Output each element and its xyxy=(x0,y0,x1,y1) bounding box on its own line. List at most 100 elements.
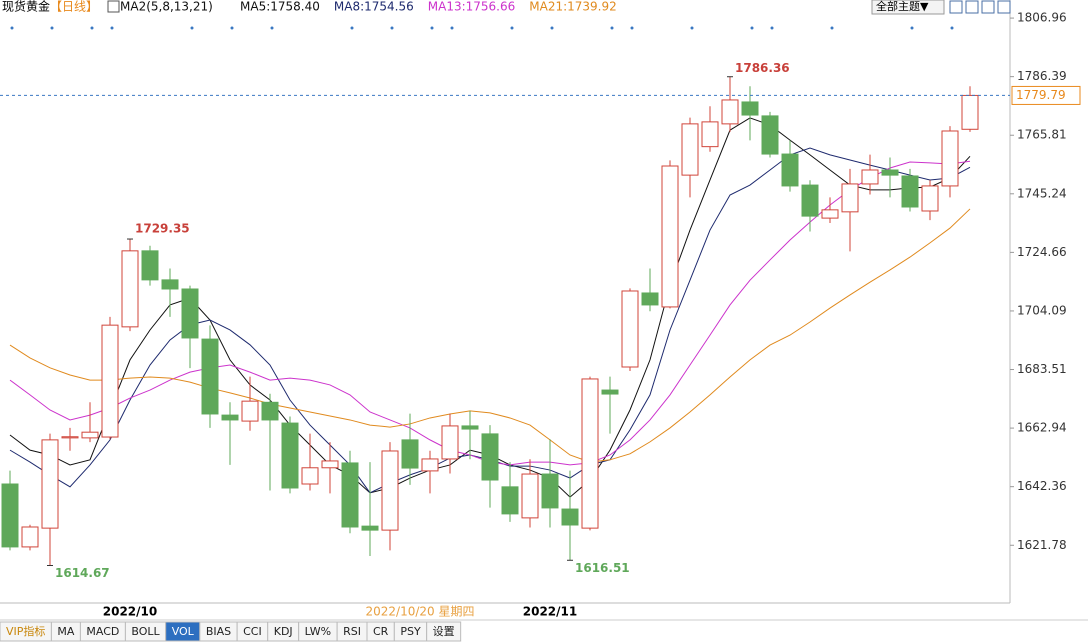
y-tick-label: 1621.78 xyxy=(1017,538,1067,552)
event-marker[interactable] xyxy=(230,26,234,30)
tab-label[interactable]: PSY xyxy=(400,625,421,638)
candle-body xyxy=(541,473,559,509)
candle-body xyxy=(41,439,59,529)
event-marker[interactable] xyxy=(610,26,614,30)
last-price-box xyxy=(1011,85,1081,105)
toolbar-icons xyxy=(949,0,1011,14)
y-tick-label: 1683.51 xyxy=(1017,362,1067,376)
candle-body xyxy=(601,389,619,395)
zoom-in-icon[interactable] xyxy=(949,0,963,14)
candle-body xyxy=(301,467,319,485)
legend-entry: MA13:1756.66 xyxy=(428,0,516,14)
tab-label[interactable]: LW% xyxy=(305,625,331,638)
next-icon[interactable] xyxy=(997,0,1011,14)
candle-body xyxy=(481,433,499,481)
event-marker[interactable] xyxy=(10,26,14,30)
candle-body xyxy=(321,460,339,469)
candle-body xyxy=(561,508,579,526)
indicator-label: MA2(5,8,13,21) xyxy=(120,0,213,14)
theme-button[interactable] xyxy=(871,0,945,15)
candle-body xyxy=(741,101,759,116)
tab-label[interactable]: 设置 xyxy=(433,625,455,638)
candle-body xyxy=(141,250,159,281)
candle-body xyxy=(421,458,439,472)
candle-body xyxy=(221,414,239,421)
candle-body xyxy=(261,401,279,421)
ma-line xyxy=(9,208,971,463)
candle-body xyxy=(181,288,199,339)
tab-label[interactable]: CR xyxy=(373,625,389,638)
tab-label[interactable]: MA xyxy=(57,625,74,638)
event-marker[interactable] xyxy=(690,26,694,30)
y-tick-label: 1724.66 xyxy=(1017,245,1067,259)
event-marker[interactable] xyxy=(510,26,514,30)
y-tick-label: 1642.36 xyxy=(1017,479,1067,493)
tab-label[interactable]: CCI xyxy=(243,625,262,638)
y-tick-label: 1786.39 xyxy=(1017,69,1067,83)
candle-body xyxy=(241,400,259,422)
zoom-out-icon[interactable] xyxy=(965,0,979,14)
candle-body xyxy=(521,473,539,519)
event-marker[interactable] xyxy=(450,26,454,30)
event-marker[interactable] xyxy=(430,26,434,30)
candle-body xyxy=(81,431,99,439)
extreme-label: 1729.35 xyxy=(135,222,190,236)
last-price-label: 1779.79 xyxy=(1016,88,1066,102)
legend-entry: MA5:1758.40 xyxy=(240,0,320,14)
indicator-icon[interactable] xyxy=(107,0,120,13)
candle-body xyxy=(361,525,379,531)
prev-icon[interactable] xyxy=(981,0,995,14)
candle-body xyxy=(801,184,819,217)
candle-body xyxy=(921,185,939,212)
candle-body xyxy=(841,183,859,213)
tab-label[interactable]: VOL xyxy=(172,625,195,638)
candle-body xyxy=(61,436,79,439)
event-marker[interactable] xyxy=(270,26,274,30)
event-marker[interactable] xyxy=(950,26,954,30)
candle-body xyxy=(621,290,639,368)
candle-body xyxy=(461,425,479,430)
event-marker[interactable] xyxy=(830,26,834,30)
legend-entry: MA8:1754.56 xyxy=(334,0,414,14)
event-marker[interactable] xyxy=(550,26,554,30)
extreme-label: 1616.51 xyxy=(575,561,630,575)
event-marker[interactable] xyxy=(110,26,114,30)
candle-body xyxy=(581,378,599,529)
event-marker[interactable] xyxy=(390,26,394,30)
extreme-label: 1786.36 xyxy=(735,61,790,75)
tab[interactable] xyxy=(426,621,462,642)
candle-body xyxy=(121,250,139,328)
event-marker[interactable] xyxy=(50,26,54,30)
event-marker[interactable] xyxy=(910,26,914,30)
candle-body xyxy=(161,279,179,290)
candle-body xyxy=(761,115,779,155)
candle-body xyxy=(381,450,399,531)
event-marker[interactable] xyxy=(630,26,634,30)
tab-label[interactable]: RSI xyxy=(343,625,361,638)
tab-label[interactable]: VIP指标 xyxy=(6,624,45,638)
y-tick-label: 1765.81 xyxy=(1017,128,1067,142)
event-marker[interactable] xyxy=(750,26,754,30)
y-tick-label: 1806.96 xyxy=(1017,11,1067,25)
candle-body xyxy=(201,338,219,415)
candle-body xyxy=(701,121,719,148)
candle-body xyxy=(861,169,879,185)
candle-body xyxy=(781,153,799,187)
theme-button-label: 全部主题▼ xyxy=(876,0,929,13)
event-marker[interactable] xyxy=(770,26,774,30)
tab-label[interactable]: MACD xyxy=(86,625,119,638)
candle-body xyxy=(661,165,679,308)
candle-body xyxy=(501,486,519,515)
event-marker[interactable] xyxy=(350,26,354,30)
event-marker[interactable] xyxy=(90,26,94,30)
candle-body xyxy=(881,169,899,176)
tab-label[interactable]: KDJ xyxy=(274,625,293,638)
x-tick-label: 2022/10 xyxy=(103,605,157,619)
candle-body xyxy=(901,175,919,208)
tab-label[interactable]: BOLL xyxy=(131,625,160,638)
chart-subtitle: 【日线】 xyxy=(50,0,98,14)
tab-label[interactable]: BIAS xyxy=(206,625,231,638)
candle-body xyxy=(821,209,839,219)
event-marker[interactable] xyxy=(190,26,194,30)
